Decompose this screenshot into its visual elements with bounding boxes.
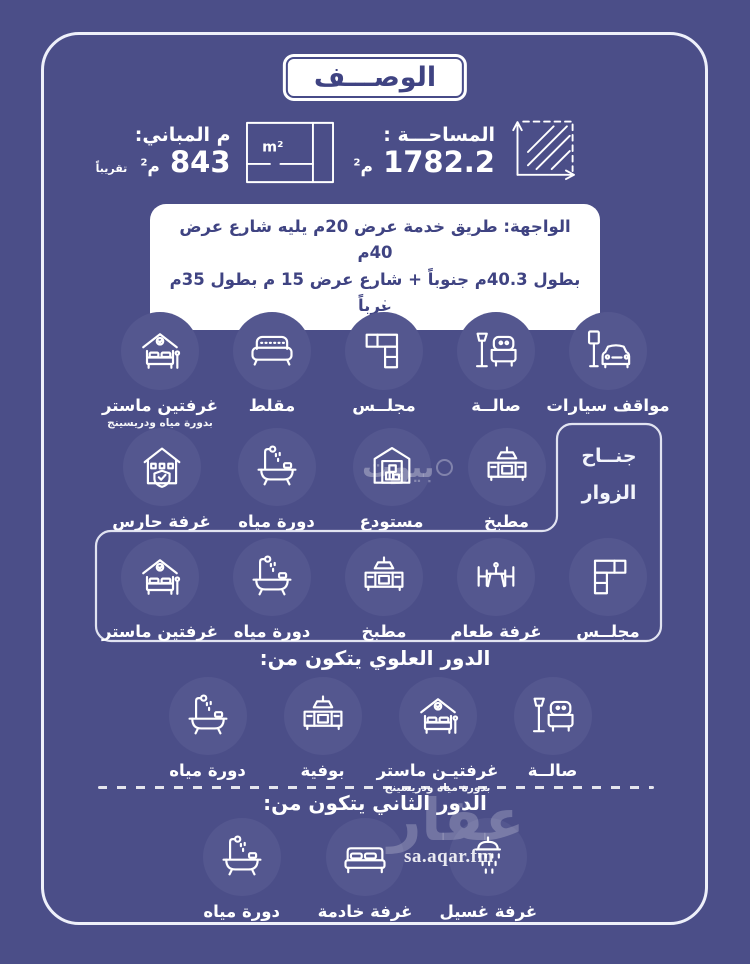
building-value: 843 م2 تقريباً xyxy=(95,145,231,180)
facade-line-1: الواجهة: طريق خدمة عرض 20م يليه شارع عرض… xyxy=(179,217,571,263)
guest-wing-row: مجلــس غرفة طعام مطبخ دورة مياه غرفتين م… xyxy=(102,538,664,641)
stat-total-area: المساحـــة : 1782.2 م2 xyxy=(354,114,584,190)
floorplan-icon: m² xyxy=(244,120,336,185)
list-item-maid-room: غرفة خادمة xyxy=(303,818,426,921)
list-item-laundry-room: غرفة غسيل xyxy=(427,818,550,921)
sofa-icon xyxy=(246,325,298,377)
svg-text:m²: m² xyxy=(262,139,283,155)
lounge-sofa-lamp-icon xyxy=(527,690,579,742)
facade-description-box: الواجهة: طريق خدمة عرض 20م يليه شارع عرض… xyxy=(150,204,600,330)
majlis-l-sofa-icon xyxy=(358,325,410,377)
list-item-guest-majlis: مجلــس xyxy=(552,538,664,641)
list-item-dining-room: غرفة طعام xyxy=(440,538,552,641)
page-title: الوصـــف xyxy=(313,62,437,93)
list-item-hall: صالــة xyxy=(440,312,552,429)
list-item-car-parking: مواقف سيارات xyxy=(546,312,670,429)
stat-building-area: m² م المباني: 843 م2 تقريباً xyxy=(96,120,336,185)
list-item-guest-master-bedrooms: غرفتين ماستر xyxy=(102,538,218,641)
lounge-sofa-lamp-icon xyxy=(470,325,522,377)
list-item-guest-kitchen: مطبخ xyxy=(328,538,440,641)
bathroom-icon xyxy=(216,831,268,883)
list-item-upper-bathroom: دورة مياه xyxy=(150,677,265,794)
stats-row: المساحـــة : 1782.2 م2 m² م المباني: 843… xyxy=(96,114,584,190)
watermark-url: sa.aqar.fm xyxy=(404,846,494,867)
list-item-guard-room: غرفة حارس xyxy=(104,428,219,531)
list-item-buffet: بوفية xyxy=(265,677,380,794)
watermark-logo: عقار xyxy=(388,786,525,854)
kitchen-icon xyxy=(358,551,410,603)
upper-floor-row: صالــة غرفتيـن ماستر بدورة مياه ودريسينج… xyxy=(150,677,610,794)
ground-floor-row-1: مواقف سيارات صالــة مجلــس مقلط غرفتين م… xyxy=(102,312,670,429)
list-item-majlis: مجلــس xyxy=(328,312,440,429)
area-dimensions-icon xyxy=(508,114,584,190)
ground-floor-heading: الدور الأرضي يتكون من: xyxy=(255,286,495,310)
list-item-bathroom: دورة مياه xyxy=(219,428,334,531)
page-title-box: الوصـــف xyxy=(282,54,468,101)
upper-floor-heading: الدور العلوي يتكون من: xyxy=(259,646,491,670)
building-label: م المباني: xyxy=(134,124,231,147)
list-item-kitchen: مطبخ xyxy=(449,428,564,531)
magnifier-icon xyxy=(436,459,454,476)
list-item-second-bathroom: دورة مياه xyxy=(180,818,303,921)
guard-room-icon xyxy=(136,441,188,493)
facade-line-2: بطول 40.3م جنوباً + شارع عرض 15 م بطول 3… xyxy=(169,269,581,316)
dashed-divider xyxy=(98,786,654,789)
list-item-master-bedrooms: غرفتين ماستر بدورة مياه ودريسينج xyxy=(102,312,218,429)
second-floor-row: غرفة غسيل غرفة خادمة دورة مياه xyxy=(180,818,550,921)
second-floor-heading: الدور الثاني يتكون من: xyxy=(263,791,487,815)
master-bedroom-icon xyxy=(134,325,186,377)
bathroom-icon xyxy=(246,551,298,603)
list-item-upper-master-bedrooms: غرفتيـن ماستر بدورة مياه ودريسينج xyxy=(377,677,498,794)
ground-floor-row-2: مطبخ مستودع دورة مياه غرفة حارس xyxy=(104,428,564,531)
bed-icon xyxy=(339,831,391,883)
watermark-center: بيوت xyxy=(362,450,454,485)
bathroom-icon xyxy=(182,690,234,742)
majlis-l-sofa-icon xyxy=(582,551,634,603)
area-value: 1782.2 م2 xyxy=(353,145,495,180)
guest-wing-label: جنــاح الزوار xyxy=(581,445,637,505)
area-label: المساحـــة : xyxy=(383,124,495,147)
car-parking-icon xyxy=(582,325,634,377)
bathroom-icon xyxy=(251,441,303,493)
master-bedroom-icon xyxy=(134,551,186,603)
kitchen-icon xyxy=(481,441,533,493)
kitchen-icon xyxy=(297,690,349,742)
list-item-guest-bathroom: دورة مياه xyxy=(216,538,328,641)
dining-table-icon xyxy=(470,551,522,603)
list-item-upper-hall: صالــة xyxy=(495,677,610,794)
list-item-muqalat: مقلط xyxy=(216,312,328,429)
master-bedroom-icon xyxy=(412,690,464,742)
